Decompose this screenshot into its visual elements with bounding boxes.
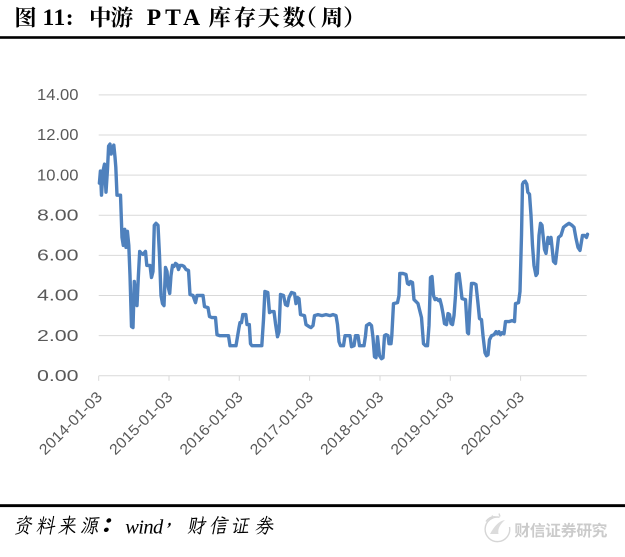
svg-text:10.00: 10.00	[37, 167, 79, 184]
svg-text:8.00: 8.00	[37, 208, 79, 225]
svg-text:2.00: 2.00	[37, 328, 79, 345]
svg-text:12.00: 12.00	[37, 127, 79, 144]
svg-text:wind: wind	[125, 517, 164, 539]
svg-text:4.00: 4.00	[37, 288, 79, 305]
svg-text:PTA: PTA	[147, 5, 204, 31]
svg-text:0.00: 0.00	[37, 368, 79, 385]
svg-text:6.00: 6.00	[37, 248, 79, 265]
svg-text:11:: 11:	[43, 5, 75, 31]
svg-text:14.00: 14.00	[37, 87, 79, 104]
